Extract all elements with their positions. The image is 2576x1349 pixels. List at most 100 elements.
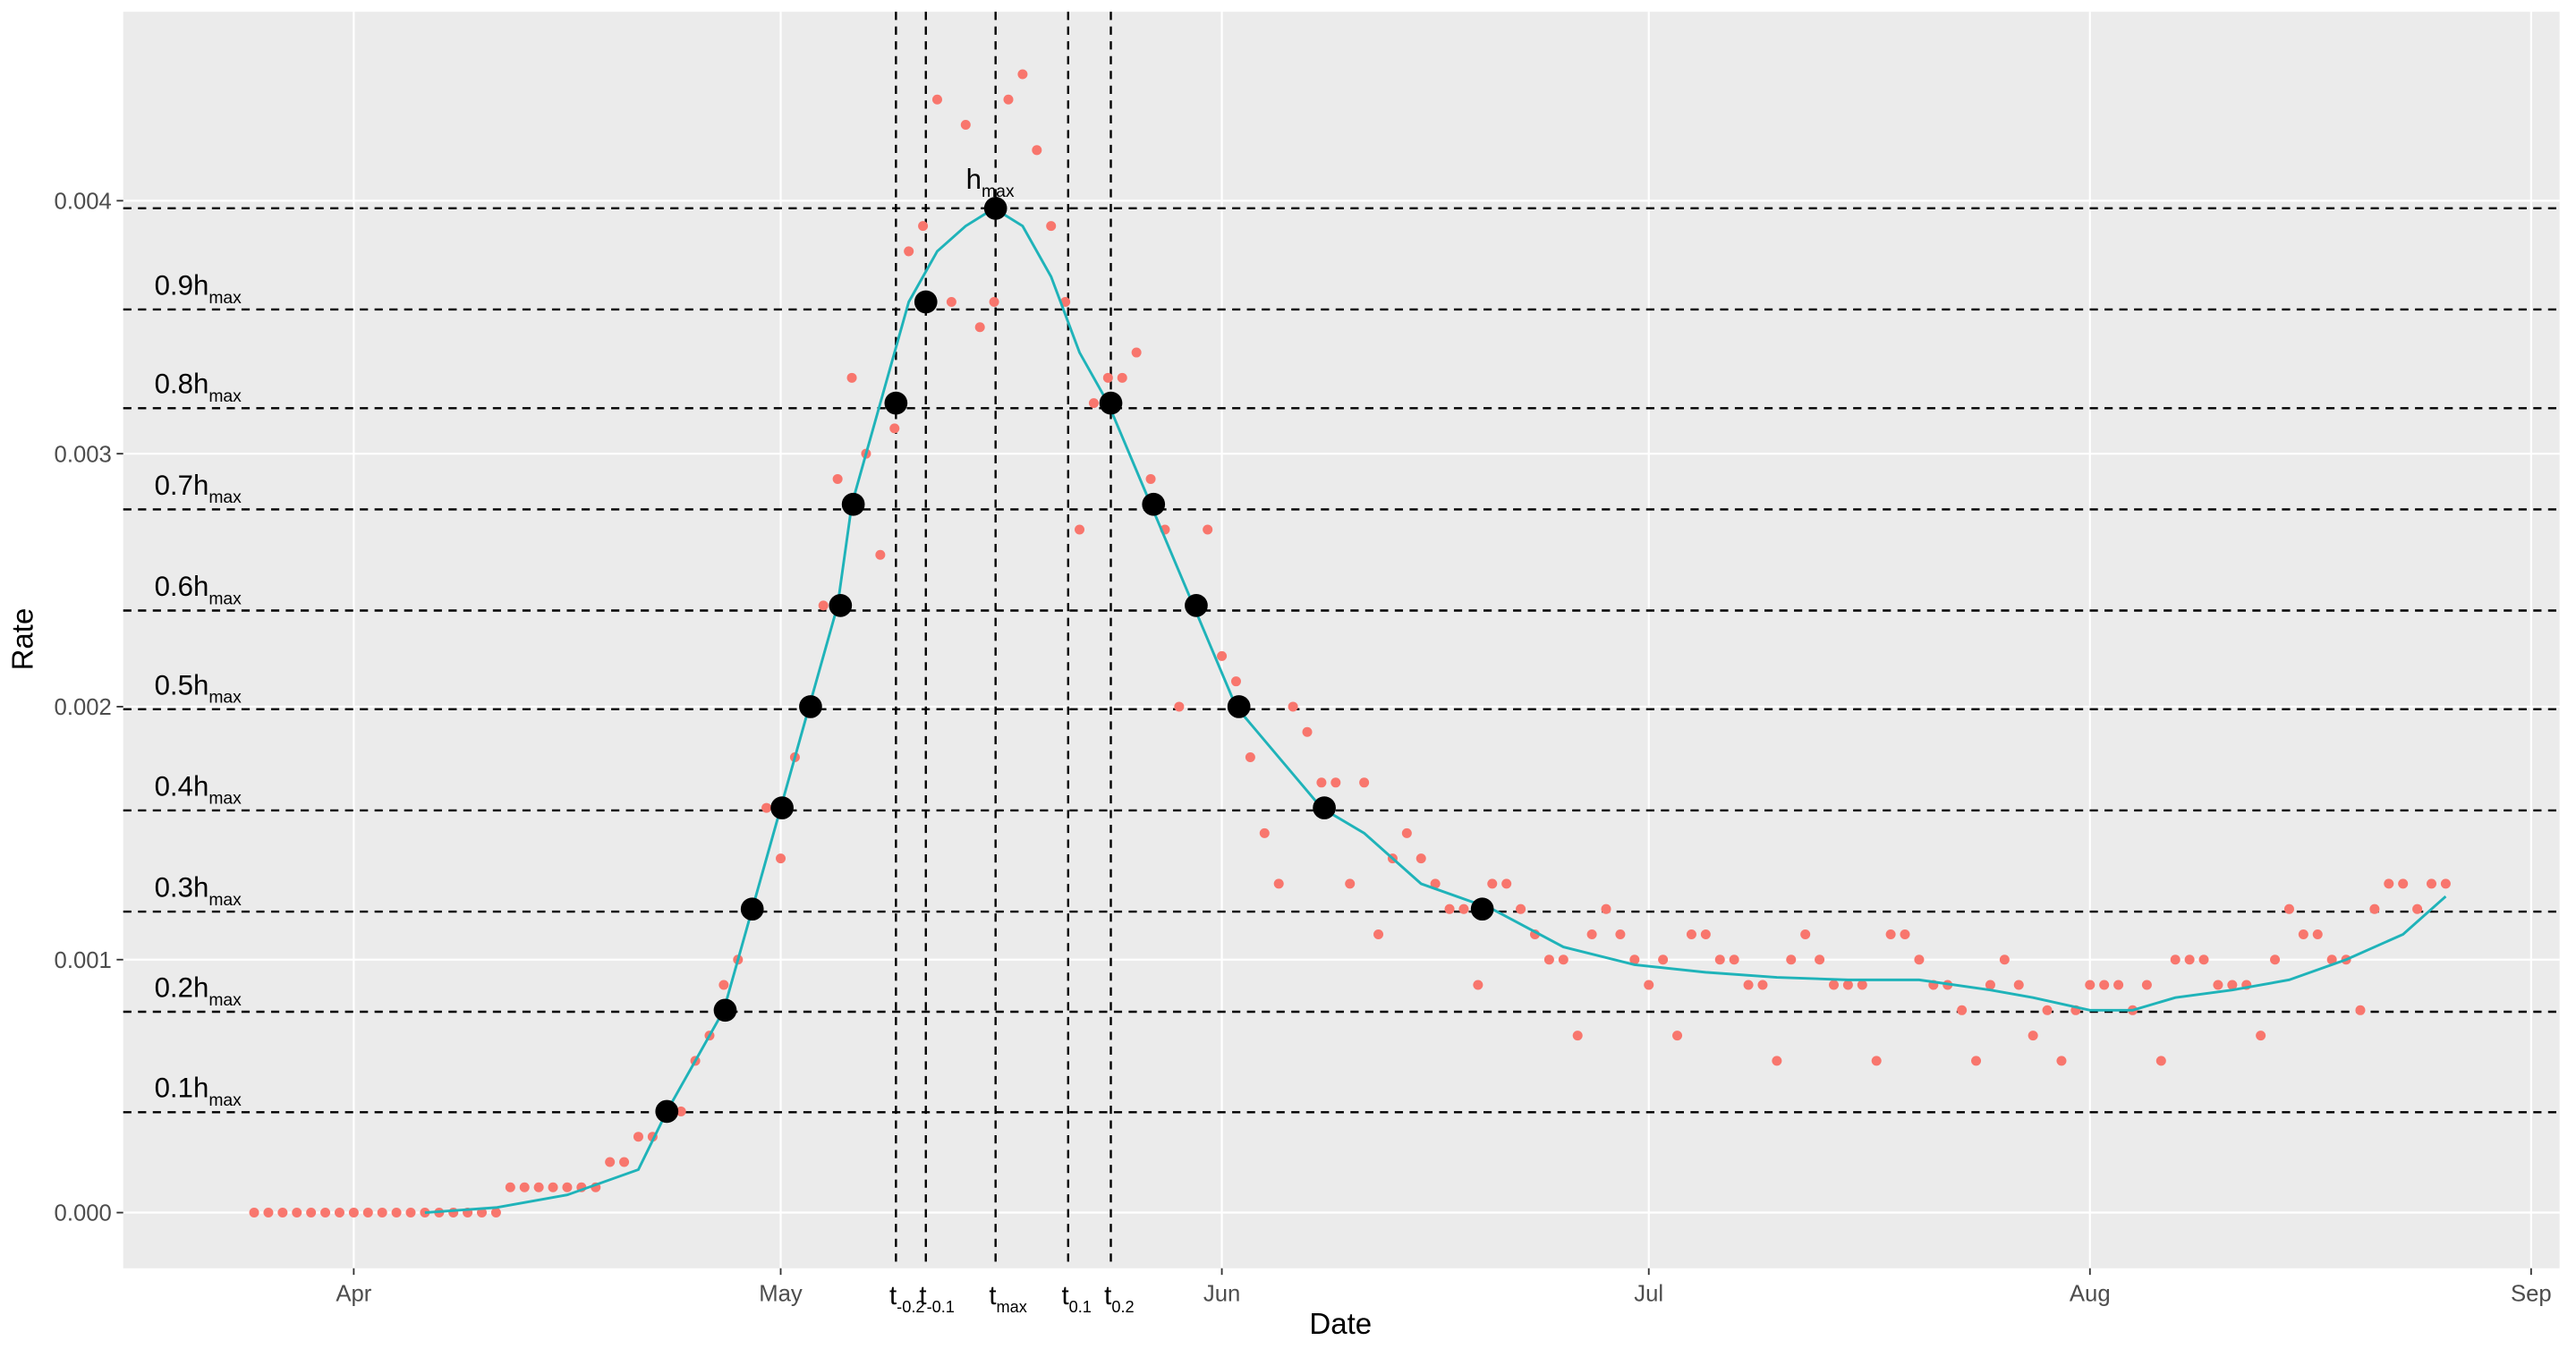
peak-label-sub: max [982, 182, 1015, 201]
data-point [832, 473, 843, 484]
data-point [2198, 954, 2209, 965]
vline-label-sub: -0.1 [927, 1298, 955, 1316]
highlight-point [983, 197, 1007, 220]
data-point [818, 600, 829, 611]
reference-label-main: 0.8h [155, 369, 209, 400]
x-tick-label: May [759, 1281, 803, 1306]
data-point [1999, 954, 2010, 965]
vline-label: t0.2 [1104, 1281, 1134, 1316]
data-point [306, 1208, 317, 1218]
data-point [1543, 954, 1554, 965]
data-point [1217, 650, 1228, 661]
data-point [2283, 904, 2294, 914]
y-axis-title: Rate [7, 608, 40, 671]
data-point [1273, 878, 1284, 889]
data-point [2085, 980, 2096, 990]
data-point [548, 1182, 558, 1192]
data-point [1259, 827, 1270, 838]
vline-label: t0.1 [1061, 1281, 1091, 1316]
highlight-point [1313, 796, 1336, 819]
data-point [1971, 1056, 1982, 1066]
vline-label-sub: max [997, 1298, 1027, 1316]
data-point [2013, 980, 2024, 990]
data-point [633, 1132, 643, 1142]
data-point [2426, 878, 2437, 889]
vline-label-sub: -0.2 [897, 1298, 924, 1316]
data-point [519, 1182, 530, 1192]
data-point [1102, 372, 1113, 383]
x-tick-label: Apr [336, 1281, 371, 1306]
data-point [377, 1208, 387, 1218]
y-tick-label: 0.001 [55, 948, 112, 973]
data-point [2042, 1005, 2053, 1015]
data-point [946, 296, 956, 308]
data-point [2184, 954, 2195, 965]
reference-label-sub: max [208, 1090, 242, 1110]
data-point [292, 1208, 302, 1218]
data-point [1786, 954, 1797, 965]
vline-label-main: t [989, 1281, 996, 1311]
peak-label-main: h [966, 164, 982, 195]
reference-label-main: 0.6h [155, 571, 209, 602]
data-point [1800, 929, 1811, 939]
highlight-point [1470, 897, 1494, 921]
data-point [1686, 929, 1696, 939]
vline-label-main: t [1061, 1281, 1068, 1311]
reference-label-sub: max [208, 288, 242, 308]
data-point [1757, 980, 1768, 990]
y-tick-label: 0.000 [55, 1201, 112, 1226]
data-point [2312, 929, 2323, 939]
data-point [1885, 929, 1896, 939]
reference-label-main: 0.9h [155, 269, 209, 301]
data-point [362, 1208, 373, 1218]
data-point [1088, 398, 1099, 409]
data-point [391, 1208, 402, 1218]
y-tick-label: 0.002 [55, 695, 112, 720]
reference-label-main: 0.1h [155, 1073, 209, 1104]
data-point [1230, 676, 1241, 687]
data-point [2326, 954, 2337, 965]
data-point [1644, 980, 1654, 990]
data-point [320, 1208, 331, 1218]
data-point [1075, 524, 1085, 535]
reference-label: 0.7hmax [155, 470, 242, 507]
data-point [2398, 878, 2409, 889]
panel [123, 12, 2560, 1268]
data-point [1985, 980, 1995, 990]
data-point [846, 372, 857, 383]
data-point [931, 94, 942, 105]
highlight-point [770, 796, 794, 819]
data-point [1672, 1031, 1683, 1041]
data-point [1815, 954, 1825, 965]
data-point [2028, 1031, 2038, 1041]
data-point [2155, 1056, 2166, 1066]
data-point [334, 1208, 344, 1218]
reference-label: 0.4hmax [155, 770, 242, 808]
reference-label: 0.9hmax [155, 269, 242, 307]
data-point [2056, 1056, 2067, 1066]
data-point [1174, 701, 1185, 712]
data-point [1601, 904, 1611, 914]
data-point [1772, 1056, 1782, 1066]
highlight-point [884, 391, 908, 415]
data-point [505, 1182, 515, 1192]
data-point [1145, 473, 1156, 484]
data-point [1203, 524, 1213, 535]
data-point [2213, 980, 2223, 990]
data-point [405, 1208, 416, 1218]
data-point [2440, 878, 2451, 889]
data-point [889, 423, 900, 434]
reference-label-sub: max [208, 990, 242, 1010]
vline-label-sub: 0.2 [1111, 1298, 1134, 1316]
data-point [605, 1157, 616, 1167]
highlight-point [1142, 492, 1166, 516]
data-point [1032, 145, 1042, 156]
data-point [1957, 1005, 1968, 1015]
data-point [2170, 954, 2181, 965]
x-axis-title: Date [1309, 1308, 1372, 1341]
data-point [249, 1208, 259, 1218]
data-point [1373, 929, 1384, 939]
highlight-point [1227, 695, 1251, 718]
reference-label-main: 0.3h [155, 871, 209, 903]
